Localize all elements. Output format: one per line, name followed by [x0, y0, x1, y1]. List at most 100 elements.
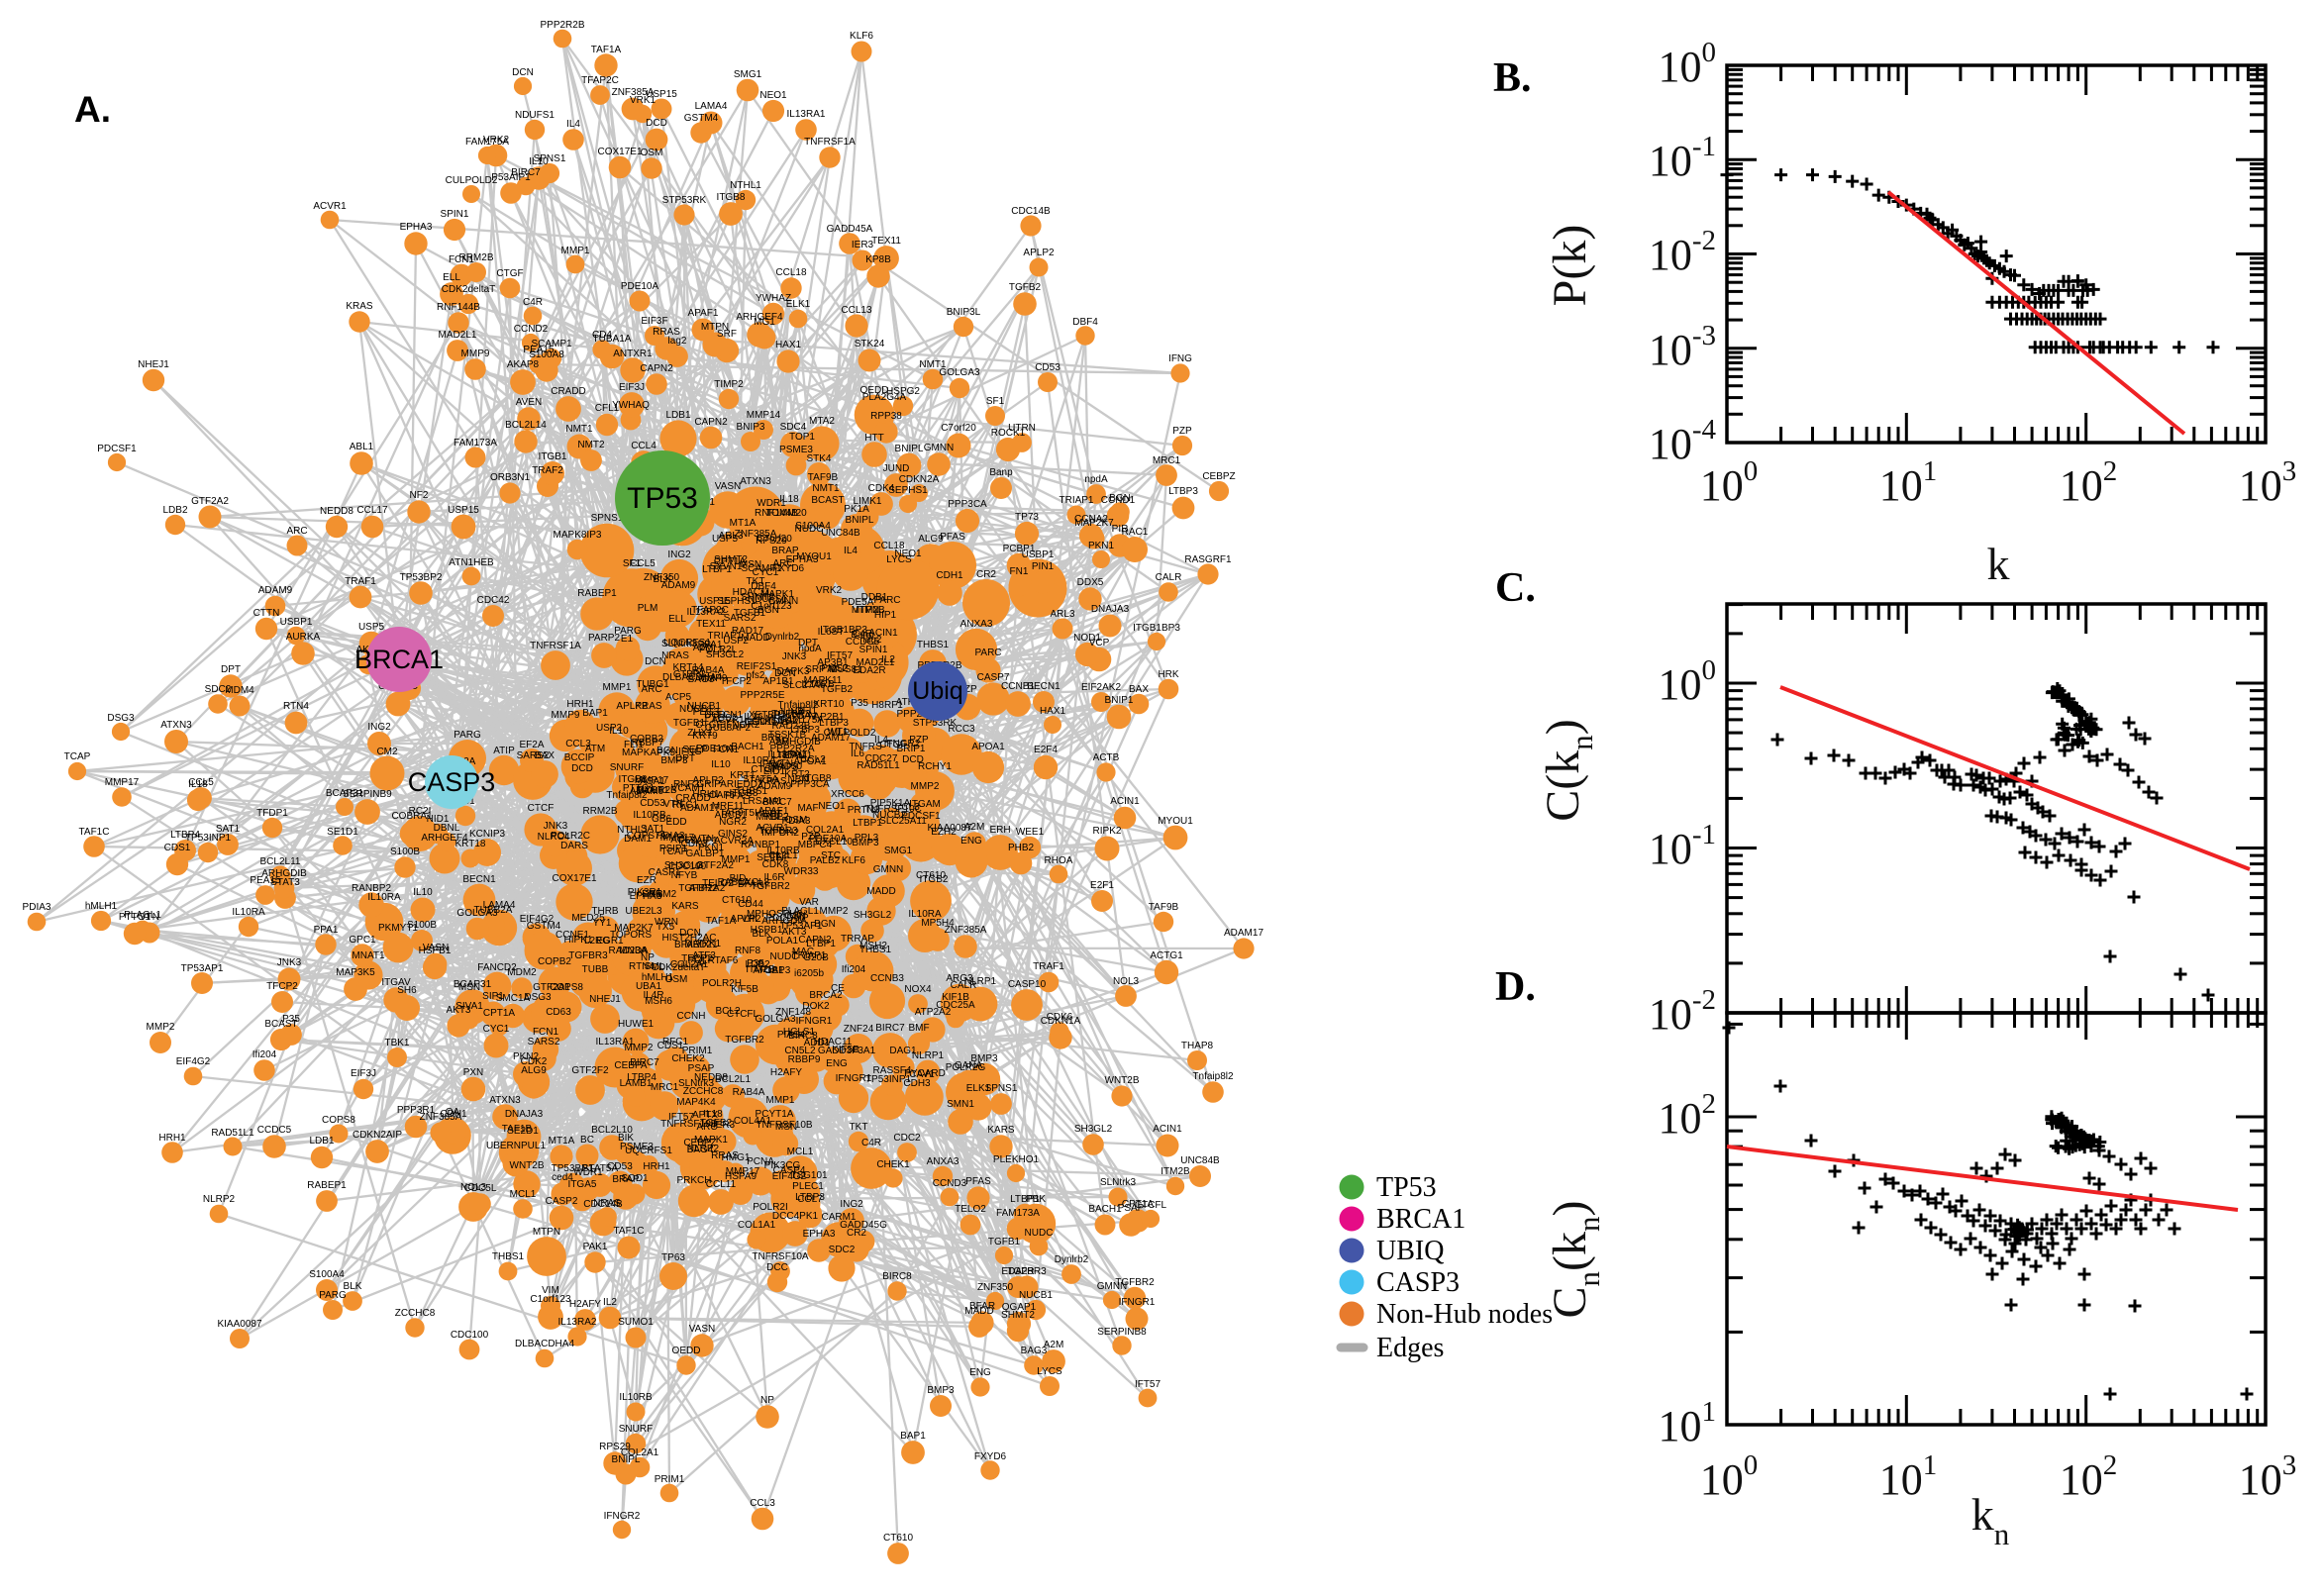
- svg-text:MMP17: MMP17: [635, 775, 669, 786]
- svg-text:TOP1: TOP1: [789, 432, 815, 443]
- svg-text:MMP1: MMP1: [603, 682, 632, 693]
- svg-text:PBK: PBK: [1026, 1194, 1046, 1205]
- svg-text:LIMK1: LIMK1: [854, 496, 882, 507]
- svg-text:TGFBR2: TGFBR2: [678, 883, 718, 894]
- svg-text:RABEP1: RABEP1: [577, 588, 617, 599]
- svg-text:HDAC11: HDAC11: [814, 1037, 853, 1047]
- svg-text:IL10RB: IL10RB: [619, 1392, 653, 1403]
- svg-text:TUBB2A: TUBB2A: [474, 905, 513, 916]
- svg-text:MNAT1: MNAT1: [352, 950, 385, 961]
- svg-text:CCL3: CCL3: [750, 1498, 775, 1509]
- svg-text:IL10RA: IL10RA: [232, 907, 265, 918]
- svg-text:ALG9: ALG9: [521, 1065, 547, 1076]
- svg-text:TGFBR3: TGFBR3: [568, 950, 608, 961]
- svg-text:SLNtrk3: SLNtrk3: [678, 1078, 715, 1089]
- svg-text:FXYD6: FXYD6: [772, 563, 805, 574]
- svg-text:SMG1: SMG1: [734, 69, 762, 80]
- svg-text:IFNGR2: IFNGR2: [884, 739, 921, 749]
- svg-text:ACVR1: ACVR1: [756, 823, 789, 834]
- svg-text:USBP1: USBP1: [280, 617, 313, 628]
- svg-text:IL10RA: IL10RA: [367, 892, 401, 903]
- svg-text:KRAS: KRAS: [346, 301, 373, 312]
- svg-text:PTTG1: PTTG1: [119, 912, 152, 923]
- svg-text:SLNtrk3: SLNtrk3: [1100, 1177, 1137, 1188]
- svg-text:P35: P35: [851, 698, 868, 709]
- svg-text:DCD: DCD: [571, 763, 593, 774]
- svg-text:YWHAZ: YWHAZ: [756, 293, 791, 304]
- svg-text:GTF2A2: GTF2A2: [191, 496, 229, 507]
- svg-text:ITGB8: ITGB8: [730, 788, 758, 799]
- svg-text:TGFBR2: TGFBR2: [725, 1035, 764, 1046]
- svg-text:CDH1: CDH1: [440, 1109, 467, 1120]
- svg-text:SE1D1: SE1D1: [327, 827, 358, 838]
- svg-text:NLRP1: NLRP1: [912, 1050, 945, 1061]
- svg-text:OSM: OSM: [641, 148, 663, 158]
- svg-text:BRE: BRE: [761, 733, 782, 744]
- svg-text:CDC14B: CDC14B: [583, 1199, 623, 1210]
- svg-text:OEDD: OEDD: [860, 385, 889, 396]
- svg-text:MMP9: MMP9: [699, 673, 728, 684]
- svg-text:AKT3: AKT3: [446, 1005, 470, 1016]
- svg-text:MTPN: MTPN: [533, 1227, 560, 1238]
- svg-text:ACLY: ACLY: [670, 835, 696, 846]
- svg-text:TUBA1A: TUBA1A: [593, 334, 632, 345]
- svg-text:RPS29: RPS29: [756, 536, 787, 547]
- svg-text:IL10RA: IL10RA: [908, 909, 942, 920]
- svg-text:EIF2AK2: EIF2AK2: [1081, 682, 1121, 693]
- svg-text:CDK2: CDK2: [521, 1056, 548, 1067]
- svg-text:CCL4: CCL4: [631, 441, 656, 451]
- svg-text:MMP17: MMP17: [726, 1166, 760, 1177]
- svg-text:NRAS: NRAS: [593, 1198, 621, 1209]
- svg-text:GTF2A1: GTF2A1: [533, 982, 570, 993]
- svg-text:RCHY1: RCHY1: [918, 761, 952, 772]
- svg-text:BC: BC: [580, 1135, 594, 1146]
- svg-text:MCL1: MCL1: [787, 1147, 814, 1157]
- svg-text:NMT1: NMT1: [565, 424, 593, 435]
- svg-text:CDK4: CDK4: [868, 483, 895, 494]
- svg-text:KRT18: KRT18: [455, 839, 486, 849]
- svg-text:IL4: IL4: [566, 119, 580, 130]
- svg-text:CCL2: CCL2: [800, 754, 826, 765]
- svg-text:PARC: PARC: [873, 595, 900, 606]
- svg-text:AP2B1: AP2B1: [813, 712, 845, 723]
- svg-text:BMF: BMF: [908, 1023, 929, 1034]
- svg-text:Tnfaip8l2: Tnfaip8l2: [1192, 1071, 1234, 1082]
- svg-text:ROCK1: ROCK1: [991, 428, 1026, 439]
- svg-text:NLRP2: NLRP2: [687, 1144, 720, 1154]
- svg-text:MG1: MG1: [754, 317, 775, 328]
- svg-text:DAM1: DAM1: [624, 834, 652, 845]
- svg-text:TAF9T5H: TAF9T5H: [720, 808, 762, 819]
- svg-text:IFNG: IFNG: [759, 759, 783, 770]
- svg-text:RAB4A: RAB4A: [733, 1087, 765, 1098]
- svg-text:P35: P35: [282, 1014, 300, 1025]
- svg-text:ACP5: ACP5: [665, 692, 692, 703]
- svg-text:CYC1: CYC1: [753, 567, 779, 578]
- svg-text:STK24: STK24: [855, 339, 885, 349]
- svg-text:KRAS: KRAS: [635, 701, 662, 712]
- svg-text:UQCRFS1: UQCRFS1: [663, 638, 711, 648]
- svg-text:ELL: ELL: [668, 614, 686, 625]
- svg-text:PHB2: PHB2: [1008, 843, 1035, 853]
- svg-text:GADD45A: GADD45A: [827, 224, 873, 235]
- svg-text:SPIN1: SPIN1: [441, 209, 469, 220]
- svg-text:TP53AP1: TP53AP1: [181, 963, 224, 974]
- svg-text:HAX1: HAX1: [1040, 706, 1066, 717]
- svg-text:PMS2: PMS2: [821, 663, 849, 674]
- svg-text:G20B: G20B: [803, 952, 829, 963]
- svg-text:NUDC: NUDC: [795, 524, 824, 535]
- svg-text:REIF2S1: REIF2S1: [737, 661, 777, 672]
- svg-text:NMT1: NMT1: [919, 359, 947, 370]
- svg-text:CDS1: CDS1: [164, 843, 191, 853]
- svg-text:PPA1: PPA1: [698, 640, 723, 650]
- svg-text:CDKN2A: CDKN2A: [899, 474, 940, 485]
- svg-text:CPT1A: CPT1A: [714, 556, 747, 567]
- svg-text:SMG1: SMG1: [884, 846, 913, 856]
- svg-text:CCNB3: CCNB3: [870, 973, 904, 984]
- svg-text:IL10: IL10: [413, 887, 433, 898]
- svg-text:MAP2K7: MAP2K7: [1074, 518, 1114, 529]
- svg-text:ANXA3: ANXA3: [927, 1156, 960, 1167]
- svg-text:PSME3: PSME3: [620, 1142, 654, 1152]
- svg-text:pfs2: pfs2: [747, 670, 765, 681]
- svg-text:CT610: CT610: [883, 1533, 913, 1544]
- svg-text:TUBG1: TUBG1: [636, 679, 669, 690]
